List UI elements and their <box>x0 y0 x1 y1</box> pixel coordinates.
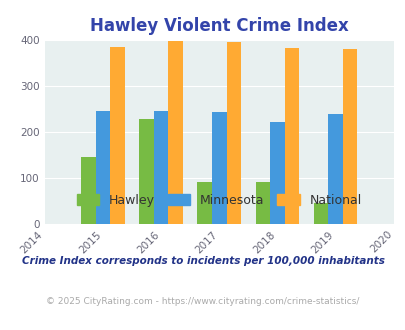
Bar <box>284 49 298 224</box>
Bar <box>342 49 356 224</box>
Bar <box>211 112 226 224</box>
Text: © 2025 CityRating.com - https://www.cityrating.com/crime-statistics/: © 2025 CityRating.com - https://www.city… <box>46 297 359 306</box>
Bar <box>139 119 153 224</box>
Bar <box>95 111 110 224</box>
Bar <box>269 122 284 224</box>
Bar <box>153 111 168 224</box>
Title: Hawley Violent Crime Index: Hawley Violent Crime Index <box>90 17 348 35</box>
Bar <box>226 42 241 224</box>
Text: Crime Index corresponds to incidents per 100,000 inhabitants: Crime Index corresponds to incidents per… <box>21 256 384 266</box>
Bar <box>168 41 182 224</box>
Bar <box>110 47 124 224</box>
Legend: Hawley, Minnesota, National: Hawley, Minnesota, National <box>77 194 361 207</box>
Bar <box>313 203 328 224</box>
Bar <box>81 157 95 224</box>
Bar <box>255 182 269 224</box>
Bar <box>328 114 342 224</box>
Bar <box>197 182 211 224</box>
